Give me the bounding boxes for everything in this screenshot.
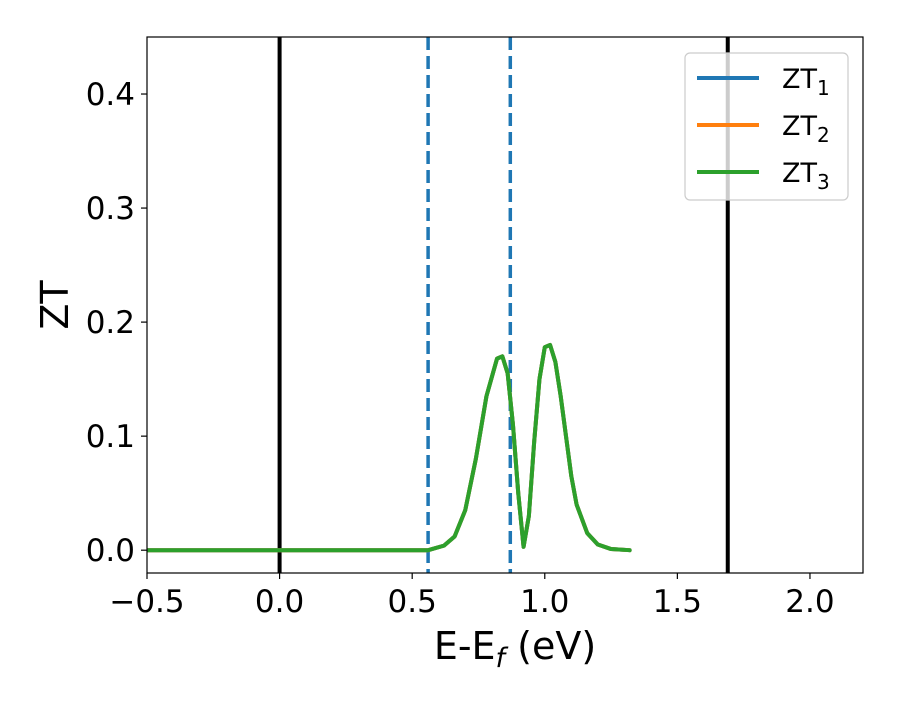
plot-area [147, 37, 730, 573]
x-tick-label-4: 1.5 [653, 584, 702, 620]
axis-ticks: −0.5 0.0 0.5 1.0 1.5 2.0 0.0 0.1 0.2 0.3 0.4 [86, 77, 835, 620]
x-tick-label-1: 0.0 [255, 584, 304, 620]
axes-frame [146, 36, 864, 574]
y-tick-label-4: 0.4 [86, 77, 135, 113]
y-tick-label-2: 0.2 [86, 305, 135, 341]
legend-label-2: ZT2 [782, 111, 830, 147]
legend-label-1: ZT1 [782, 64, 830, 100]
x-tick-label-5: 2.0 [785, 584, 834, 620]
y-tick-label-3: 0.3 [86, 191, 135, 227]
series-line-3 [147, 342, 632, 553]
legend-label-3: ZT3 [782, 158, 830, 194]
x-axis-label: E-Ef (eV) [434, 624, 596, 674]
y-tick-label-1: 0.1 [86, 419, 135, 455]
x-tick-label-3: 1.0 [520, 584, 569, 620]
legend-box [684, 52, 849, 201]
axis-labels: E-Ef (eV) ZT [33, 280, 596, 674]
legend: ZT1 ZT2 ZT3 [684, 52, 849, 201]
x-tick-label-0: −0.5 [109, 584, 184, 620]
y-tick-label-0: 0.0 [86, 533, 135, 569]
x-tick-label-2: 0.5 [388, 584, 437, 620]
axes-border [146, 36, 864, 574]
y-axis-label: ZT [33, 280, 77, 330]
